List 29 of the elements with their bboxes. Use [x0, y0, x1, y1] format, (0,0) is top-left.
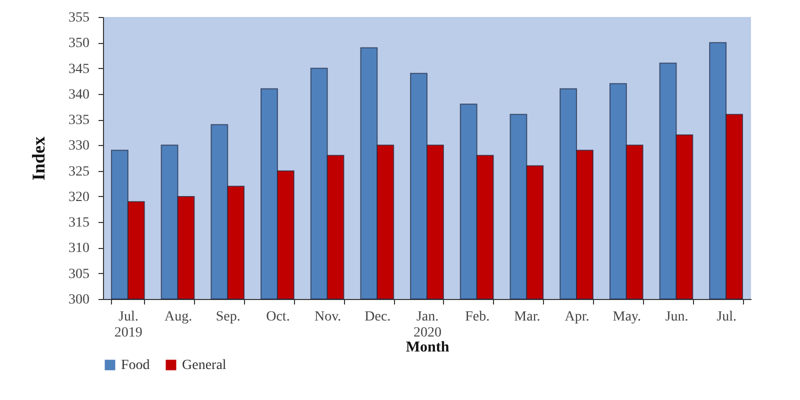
legend-label: Food [121, 358, 150, 373]
x-tick-label: Jul. 2019 [114, 310, 142, 340]
y-tick-label: 305 [68, 266, 90, 282]
x-tick-label: Nov. [314, 310, 342, 324]
y-tick-label: 320 [68, 190, 90, 205]
x-tick-label: Aug. [164, 310, 192, 324]
x-tick-label: May. [612, 310, 642, 324]
y-tick-label: 350 [68, 36, 90, 52]
x-tick-label: Oct. [266, 310, 290, 324]
x-tick-label: Feb. [465, 310, 490, 324]
y-tick-label: 345 [68, 62, 90, 77]
y-tick-label: 340 [68, 87, 90, 102]
y-tick-label: 330 [68, 138, 90, 154]
y-tick-label: 355 [68, 10, 90, 26]
y-tick-label: 315 [68, 216, 90, 231]
x-tick-label: Jul. [716, 310, 736, 324]
y-axis-title: Index [28, 136, 48, 181]
x-tick-label: Mar. [514, 310, 540, 324]
y-tick-label: 335 [68, 113, 90, 128]
y-tick-label: 325 [68, 164, 90, 180]
legend-label: General [182, 358, 226, 373]
y-tick-label: 300 [68, 292, 90, 308]
x-tick-label: Dec. [364, 310, 391, 324]
x-tick-label: Jun. [665, 310, 688, 324]
x-tick-label: Sep. [216, 310, 240, 324]
x-axis-title: Month [406, 340, 450, 356]
x-tick-label: Jan. 2020 [414, 310, 442, 340]
y-tick-label: 310 [68, 241, 90, 256]
x-tick-label: Apr. [564, 310, 590, 324]
